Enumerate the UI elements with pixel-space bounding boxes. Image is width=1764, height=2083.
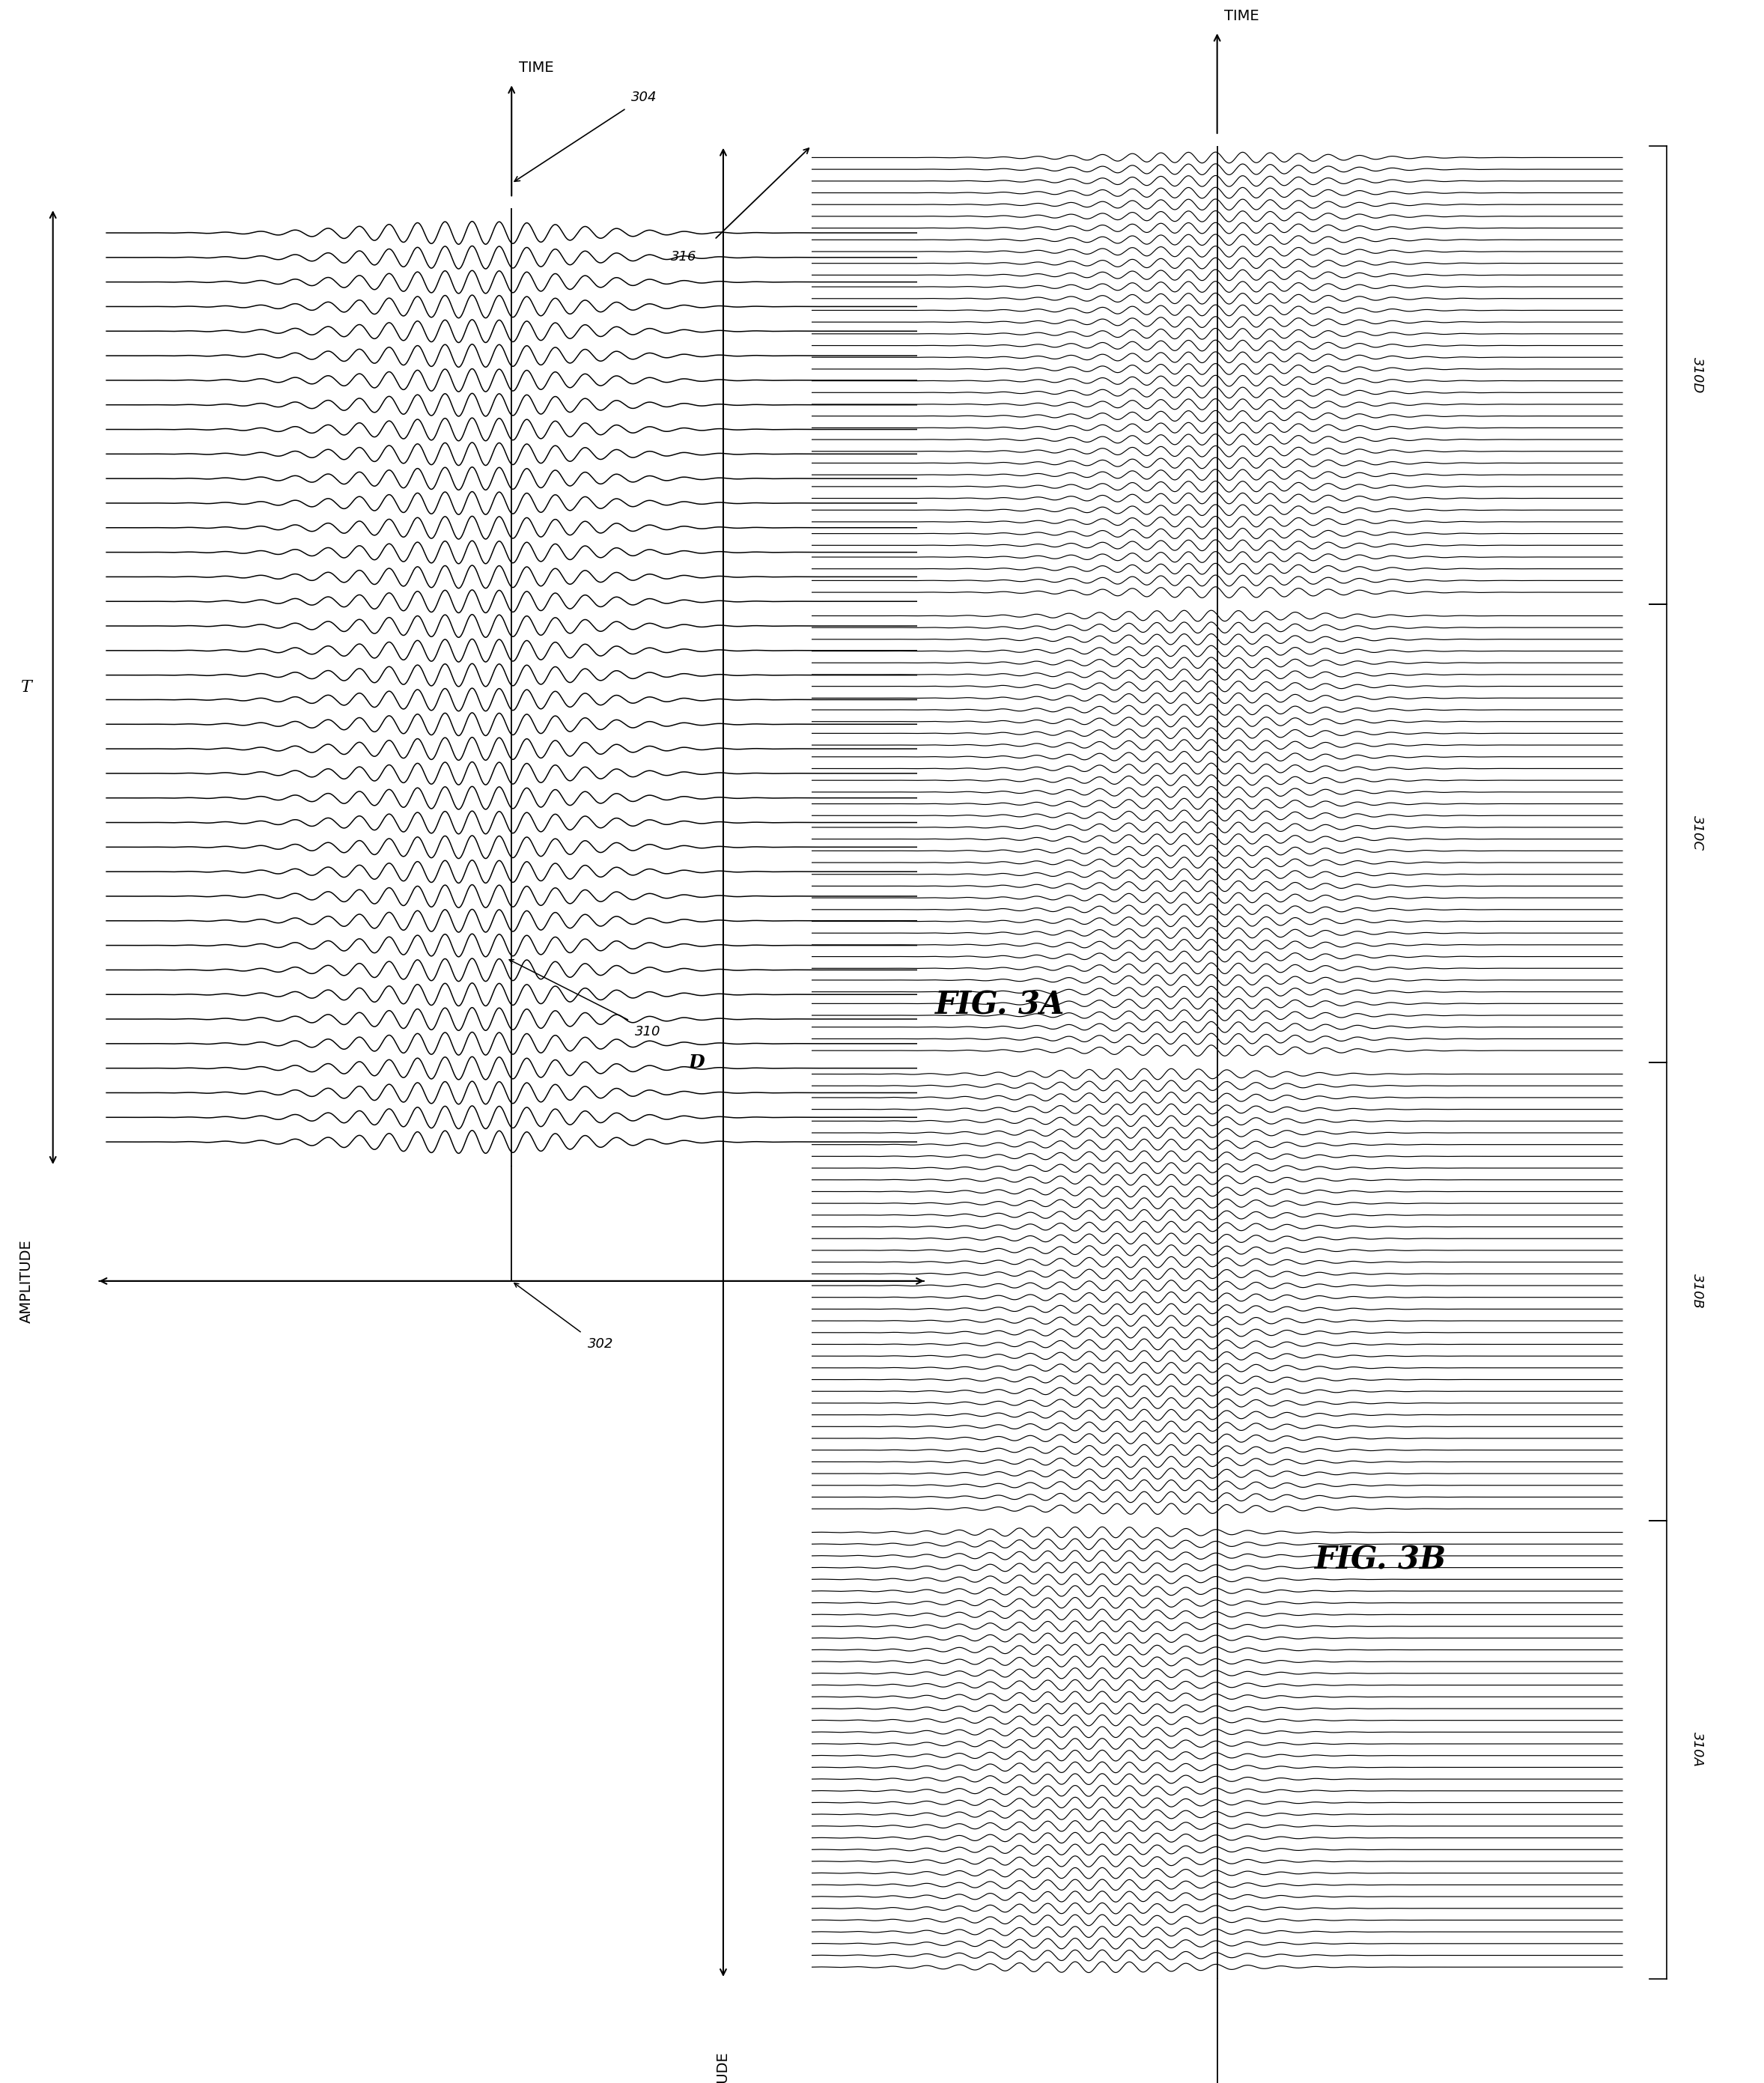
Text: 304: 304 [632, 92, 658, 104]
Text: AMPLITUDE: AMPLITUDE [19, 1239, 34, 1323]
Text: 310A: 310A [1690, 1733, 1704, 1766]
Text: TIME: TIME [519, 60, 554, 75]
Text: TIME: TIME [1224, 8, 1259, 23]
Text: 310: 310 [635, 1025, 662, 1037]
Text: 310D: 310D [1690, 356, 1704, 394]
Text: 310B: 310B [1690, 1275, 1704, 1308]
Text: FIG. 3B: FIG. 3B [1314, 1544, 1446, 1575]
Text: T: T [21, 679, 32, 696]
Text: AMPLITUDE: AMPLITUDE [716, 2052, 730, 2083]
Text: FIG. 3A: FIG. 3A [935, 989, 1065, 1021]
Text: 302: 302 [587, 1337, 614, 1350]
Text: 310C: 310C [1690, 817, 1704, 850]
Text: D: D [688, 1054, 706, 1071]
Text: 316: 316 [670, 250, 697, 262]
